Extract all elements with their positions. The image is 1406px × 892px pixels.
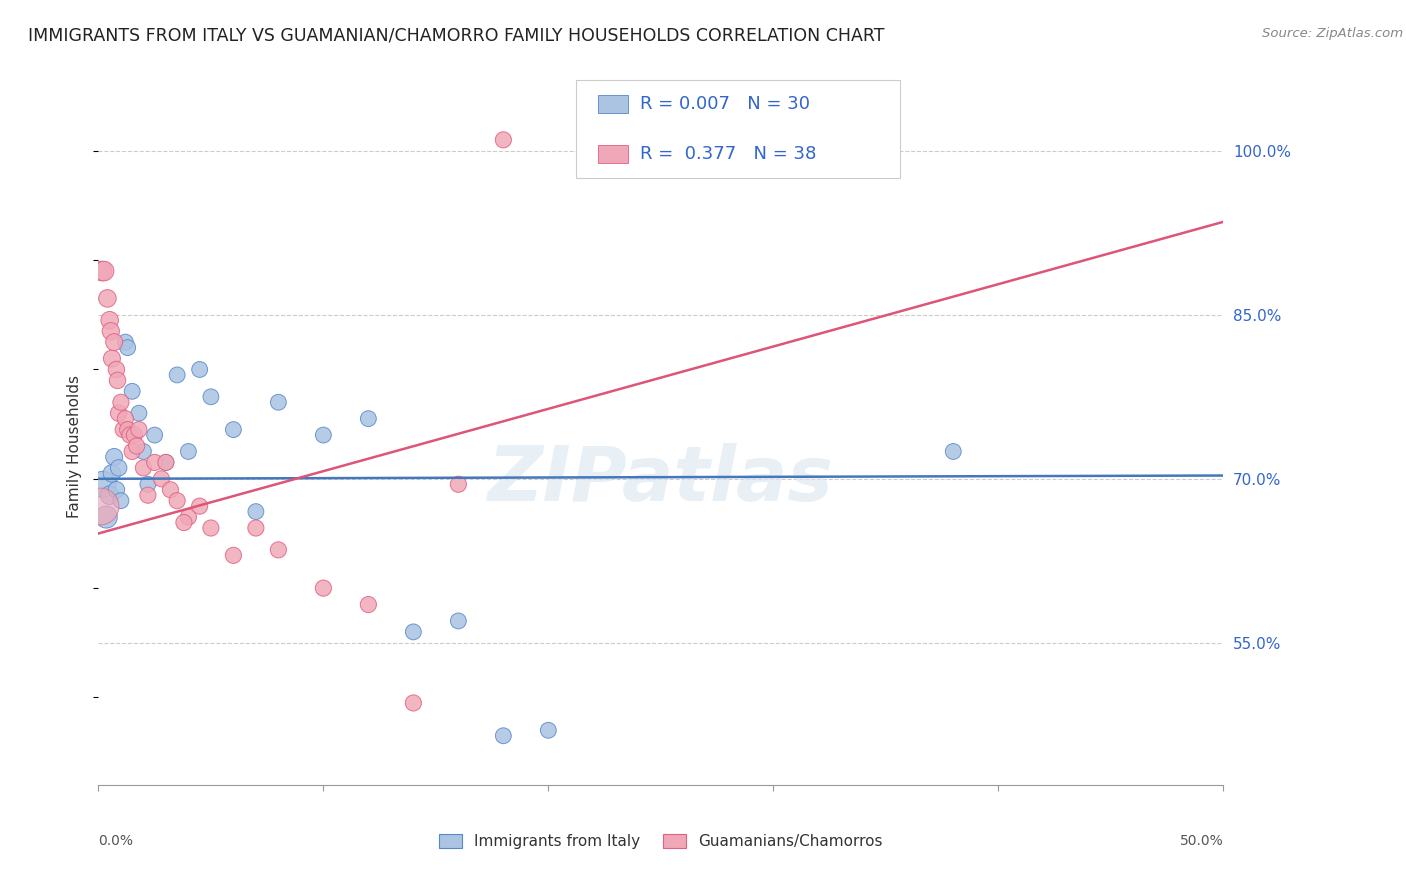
Point xyxy=(173,516,195,530)
Point xyxy=(128,423,150,437)
Point xyxy=(942,444,965,458)
Point xyxy=(447,477,470,491)
Point xyxy=(100,324,122,338)
Point xyxy=(114,411,136,425)
Point xyxy=(150,472,173,486)
Point xyxy=(155,455,177,469)
Point xyxy=(89,499,111,513)
Point xyxy=(447,614,470,628)
Point xyxy=(101,351,124,366)
Point xyxy=(200,390,222,404)
Point xyxy=(107,373,129,387)
Point xyxy=(402,624,425,639)
Point xyxy=(90,264,112,278)
Point xyxy=(98,488,121,502)
Point xyxy=(103,335,125,350)
Point xyxy=(103,450,125,464)
Point xyxy=(159,483,181,497)
Point xyxy=(105,483,128,497)
Point xyxy=(96,510,118,524)
Point xyxy=(125,439,148,453)
Text: 0.0%: 0.0% xyxy=(98,834,134,848)
Point xyxy=(96,292,118,306)
Text: 50.0%: 50.0% xyxy=(1180,834,1223,848)
Point xyxy=(177,444,200,458)
Text: Source: ZipAtlas.com: Source: ZipAtlas.com xyxy=(1263,27,1403,40)
Point xyxy=(110,395,132,409)
Point xyxy=(245,505,267,519)
Point xyxy=(402,696,425,710)
Legend: Immigrants from Italy, Guamanians/Chamorros: Immigrants from Italy, Guamanians/Chamor… xyxy=(433,828,889,855)
Point xyxy=(124,428,146,442)
Point xyxy=(267,542,290,557)
Point xyxy=(166,368,188,382)
Point xyxy=(114,335,136,350)
Text: IMMIGRANTS FROM ITALY VS GUAMANIAN/CHAMORRO FAMILY HOUSEHOLDS CORRELATION CHART: IMMIGRANTS FROM ITALY VS GUAMANIAN/CHAMO… xyxy=(28,27,884,45)
Point xyxy=(357,598,380,612)
Y-axis label: Family Households: Family Households xyxy=(67,375,83,517)
Point xyxy=(118,428,141,442)
Point xyxy=(132,461,155,475)
Point xyxy=(357,411,380,425)
Text: R =  0.377   N = 38: R = 0.377 N = 38 xyxy=(640,145,815,163)
Point xyxy=(117,341,139,355)
Point xyxy=(112,423,135,437)
Point xyxy=(107,461,129,475)
Point xyxy=(188,499,211,513)
Point xyxy=(492,729,515,743)
Point xyxy=(222,549,245,563)
Point xyxy=(143,428,166,442)
Point xyxy=(155,455,177,469)
Point xyxy=(222,423,245,437)
Point xyxy=(110,493,132,508)
Point xyxy=(166,493,188,508)
Point xyxy=(136,488,159,502)
Point xyxy=(121,444,143,458)
Text: R = 0.007   N = 30: R = 0.007 N = 30 xyxy=(640,95,810,113)
Point xyxy=(117,423,139,437)
Point xyxy=(105,362,128,376)
Text: ZIPatlas: ZIPatlas xyxy=(488,443,834,516)
Point xyxy=(93,264,115,278)
Point xyxy=(267,395,290,409)
Point xyxy=(312,428,335,442)
Point xyxy=(143,455,166,469)
Point xyxy=(132,444,155,458)
Point xyxy=(107,406,129,420)
Point xyxy=(101,467,124,481)
Point xyxy=(177,510,200,524)
Point xyxy=(136,477,159,491)
Point xyxy=(121,384,143,399)
Point xyxy=(91,477,114,491)
Point xyxy=(492,133,515,147)
Point xyxy=(245,521,267,535)
Point xyxy=(188,362,211,376)
Point xyxy=(128,406,150,420)
Point xyxy=(98,313,121,327)
Point xyxy=(200,521,222,535)
Point xyxy=(312,581,335,595)
Point xyxy=(537,723,560,738)
